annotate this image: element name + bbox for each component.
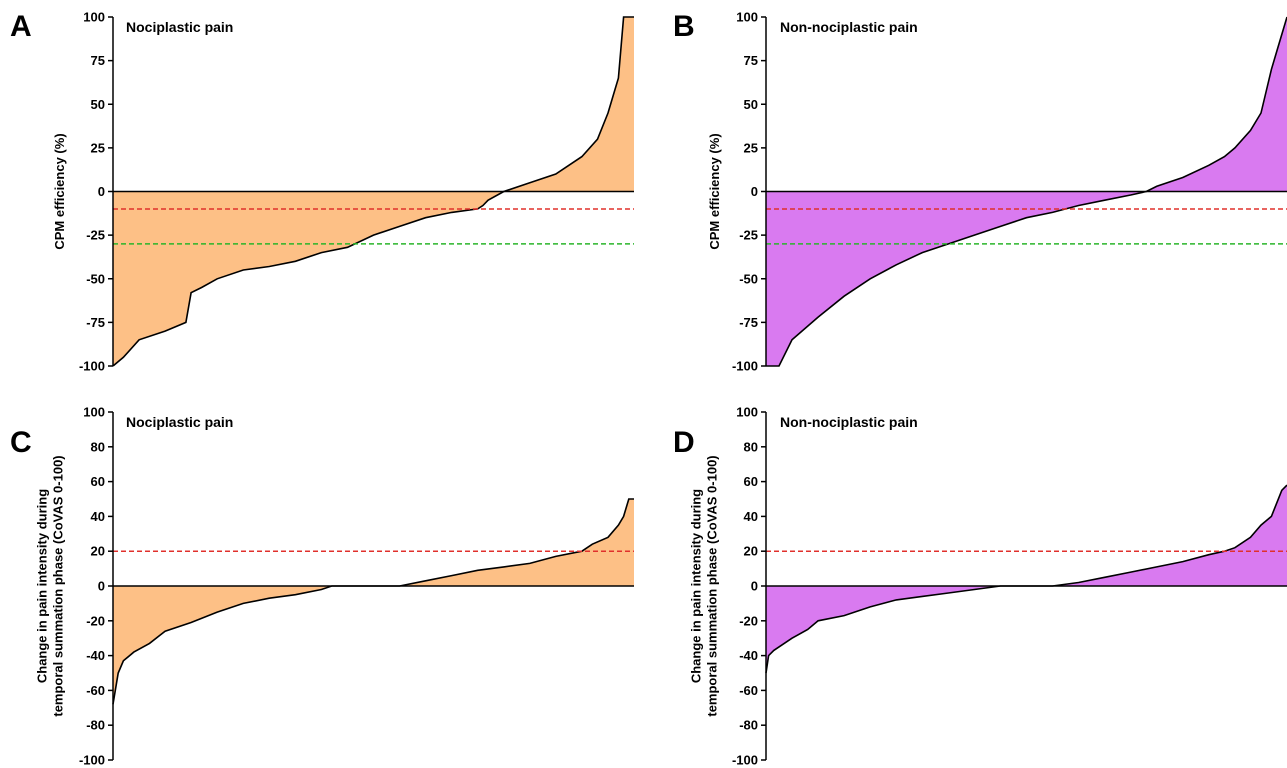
y-tick-label: -100 [732,753,758,768]
panel-title: Non-nociplastic pain [780,19,918,35]
y-tick-label: 100 [736,10,758,25]
y-axis-label: Change in pain intensity duringtemporal … [35,455,66,716]
y-axis-label: Change in pain intensity duringtemporal … [689,455,720,716]
y-axis-label: CPM efficiency (%) [707,133,722,249]
y-tick-label: -50 [739,271,758,286]
y-tick-label: -60 [86,683,105,698]
y-tick-label: 60 [91,474,105,489]
y-tick-label: -25 [86,228,105,243]
y-tick-label: 0 [98,579,105,594]
series-line [112,16,634,367]
y-tick-label: -80 [86,718,105,733]
y-tick-label: 0 [98,184,105,199]
panel-b: 100 75 50 25 0 -25 -50 -75 -100 CPM efficiency (%… [673,10,1287,374]
y-tick-label: 40 [744,509,758,524]
panel-letter: B [673,10,695,43]
y-tick-label: -100 [732,359,758,374]
y-tick-label: 0 [751,184,758,199]
panel-title: Nociplastic pain [126,19,233,35]
y-tick-label: 0 [751,579,758,594]
y-tick-label: 25 [744,140,758,155]
panel-title: Non-nociplastic pain [780,414,918,430]
y-tick-label: 40 [91,509,105,524]
y-tick-label: -25 [739,228,758,243]
panel-a: 100 75 50 25 0 -25 -50 -75 -100 CPM efficiency (%… [10,10,634,374]
y-tick-label: 20 [744,544,758,559]
y-tick-label: 80 [744,439,758,454]
y-tick-label: 100 [83,405,105,420]
y-tick-label: -75 [739,315,758,330]
y-tick-label: -40 [739,648,758,663]
y-tick-label: 100 [83,10,105,25]
y-tick-label: -100 [79,359,105,374]
y-axis-label: CPM efficiency (%) [52,133,67,249]
y-tick-label: 60 [744,474,758,489]
y-tick-label: 50 [744,97,758,112]
y-tick-label: 20 [91,544,105,559]
y-tick-label: -100 [79,753,105,768]
y-tick-label: 75 [744,53,758,68]
y-tick-label: -60 [739,683,758,698]
panel-title: Nociplastic pain [126,414,233,430]
area-fill [113,499,634,705]
panel-c: 100 80 60 40 20 0 -20 -40 -60 -80 -100 Change in pa… [10,405,634,768]
panel-letter: D [673,426,695,459]
y-tick-label: 25 [91,140,105,155]
y-tick-label: -20 [739,613,758,628]
y-tick-label: 50 [91,97,105,112]
series-line [766,16,1287,367]
y-tick-label: 100 [736,405,758,420]
panel-d: 100 80 60 40 20 0 -20 -40 -60 -80 -100 Change in pa… [673,405,1287,768]
y-tick-label: -80 [739,718,758,733]
panel-letter: A [10,10,32,43]
y-tick-label: -20 [86,613,105,628]
y-tick-label: -40 [86,648,105,663]
y-tick-label: 75 [91,53,105,68]
y-tick-label: -75 [86,315,105,330]
y-tick-label: -50 [86,271,105,286]
panel-letter: C [10,426,32,459]
y-tick-label: 80 [91,439,105,454]
area-fill [766,485,1287,673]
